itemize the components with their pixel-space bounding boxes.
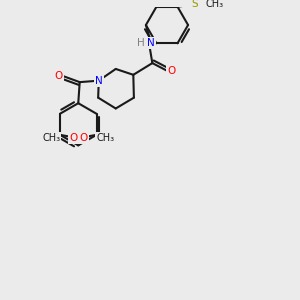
- Text: N: N: [147, 38, 155, 48]
- Text: S: S: [191, 0, 198, 9]
- Text: CH₃: CH₃: [206, 0, 224, 9]
- Text: O: O: [55, 71, 63, 81]
- Text: CH₃: CH₃: [96, 133, 114, 143]
- Text: O: O: [69, 133, 77, 143]
- Text: CH₃: CH₃: [42, 133, 61, 143]
- Text: O: O: [79, 133, 88, 143]
- Text: H: H: [137, 38, 145, 48]
- Text: O: O: [167, 66, 175, 76]
- Text: O: O: [55, 71, 63, 81]
- Text: N: N: [95, 76, 103, 86]
